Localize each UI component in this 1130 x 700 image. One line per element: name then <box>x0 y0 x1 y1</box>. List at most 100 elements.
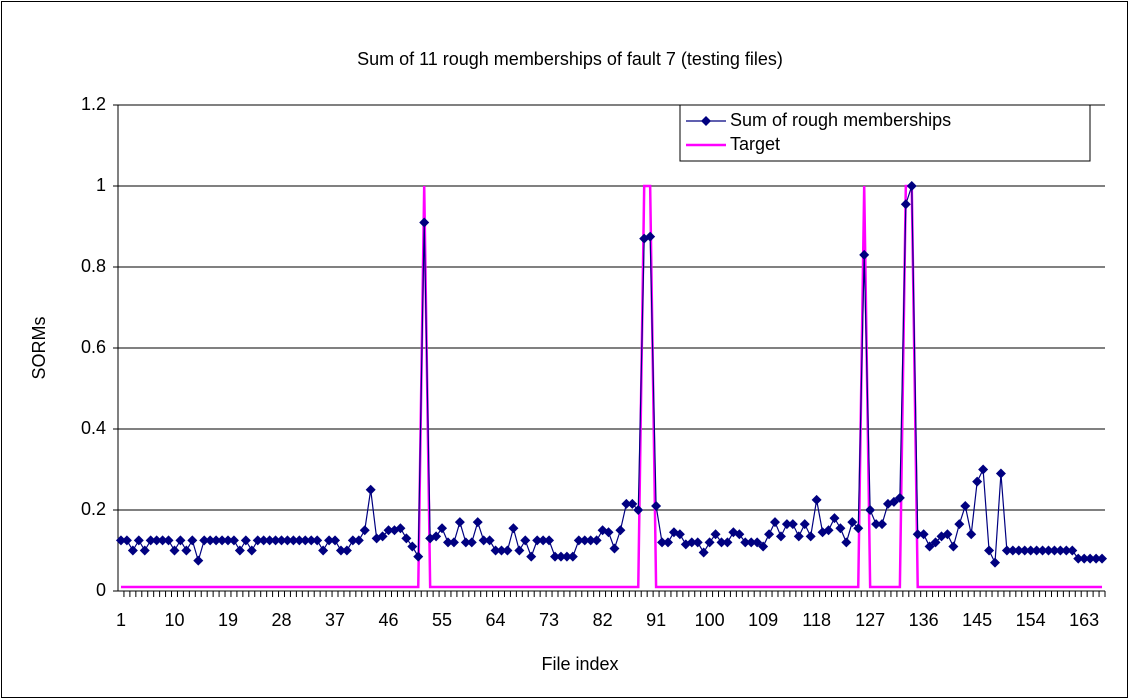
data-point <box>948 541 959 552</box>
data-point <box>258 535 269 546</box>
data-point <box>573 535 584 546</box>
data-point <box>900 199 911 210</box>
x-tick-label: 64 <box>486 610 506 630</box>
x-tick-label: 91 <box>646 610 666 630</box>
data-point <box>324 535 335 546</box>
data-point <box>526 551 537 562</box>
data-point <box>1097 553 1108 564</box>
data-point <box>835 523 846 534</box>
data-point <box>288 535 299 546</box>
data-point <box>419 217 430 228</box>
y-tick-label: 1.2 <box>81 94 106 114</box>
data-point <box>579 535 590 546</box>
data-point <box>454 517 465 528</box>
data-point <box>175 535 186 546</box>
data-point <box>353 535 364 546</box>
x-tick-label: 73 <box>539 610 559 630</box>
data-point <box>157 535 168 546</box>
data-point <box>121 535 132 546</box>
x-tick-label: 55 <box>432 610 452 630</box>
data-point <box>222 535 233 546</box>
data-point <box>294 535 305 546</box>
data-point <box>359 525 370 536</box>
data-point <box>966 529 977 540</box>
data-point <box>437 523 448 534</box>
data-point <box>585 535 596 546</box>
data-point <box>805 531 816 542</box>
x-tick-label: 10 <box>164 610 184 630</box>
data-point <box>871 519 882 530</box>
series-line <box>120 184 1103 589</box>
data-point <box>318 545 329 556</box>
data-point <box>567 551 578 562</box>
data-point <box>787 519 798 530</box>
data-point <box>561 551 572 562</box>
data-point <box>282 535 293 546</box>
data-point <box>199 535 210 546</box>
x-tick-label: 37 <box>325 610 345 630</box>
data-point <box>764 529 775 540</box>
data-point <box>995 468 1006 479</box>
x-tick-label: 154 <box>1016 610 1046 630</box>
data-point <box>770 517 781 528</box>
data-point <box>799 519 810 530</box>
data-point <box>1049 545 1060 556</box>
data-point <box>1019 545 1030 556</box>
data-point <box>127 545 138 556</box>
data-point <box>1031 545 1042 556</box>
x-tick-label: 118 <box>802 610 831 630</box>
data-point <box>330 535 341 546</box>
data-point <box>211 535 222 546</box>
data-point <box>877 519 888 530</box>
data-point <box>1067 545 1078 556</box>
data-point <box>555 551 566 562</box>
data-point <box>603 527 614 538</box>
data-point <box>912 529 923 540</box>
data-point <box>514 545 525 556</box>
x-tick-label: 19 <box>218 610 238 630</box>
data-point <box>657 537 668 548</box>
data-point <box>306 535 317 546</box>
data-point <box>312 535 323 546</box>
x-axis-label: File index <box>541 654 618 674</box>
data-point <box>270 535 281 546</box>
data-point <box>942 529 953 540</box>
data-point <box>793 531 804 542</box>
data-point <box>407 541 418 552</box>
data-point <box>300 535 311 546</box>
x-tick-label: 109 <box>748 610 778 630</box>
data-point <box>829 513 840 524</box>
data-point <box>1079 553 1090 564</box>
data-point <box>894 492 905 503</box>
data-point <box>401 533 412 544</box>
data-point <box>645 231 656 242</box>
data-point <box>591 535 602 546</box>
data-point <box>169 545 180 556</box>
data-point <box>460 537 471 548</box>
data-point <box>1043 545 1054 556</box>
data-point <box>609 543 620 554</box>
y-tick-label: 0.8 <box>81 256 106 276</box>
data-point <box>133 535 144 546</box>
x-tick-label: 82 <box>593 610 613 630</box>
data-point <box>704 537 715 548</box>
data-point <box>520 535 531 546</box>
data-point <box>740 537 751 548</box>
data-point <box>865 505 876 515</box>
data-point <box>1025 545 1036 556</box>
data-point <box>139 545 150 556</box>
x-tick-label: 46 <box>379 610 399 630</box>
data-point <box>758 541 769 552</box>
data-point <box>496 545 507 556</box>
data-point <box>377 531 388 542</box>
data-point <box>775 531 786 542</box>
x-tick-label: 127 <box>855 610 885 630</box>
data-point <box>978 464 989 475</box>
data-point <box>252 535 263 546</box>
data-point <box>918 529 929 540</box>
data-point <box>811 494 822 505</box>
data-point <box>954 519 965 530</box>
data-point <box>335 545 346 556</box>
data-point <box>484 535 495 546</box>
